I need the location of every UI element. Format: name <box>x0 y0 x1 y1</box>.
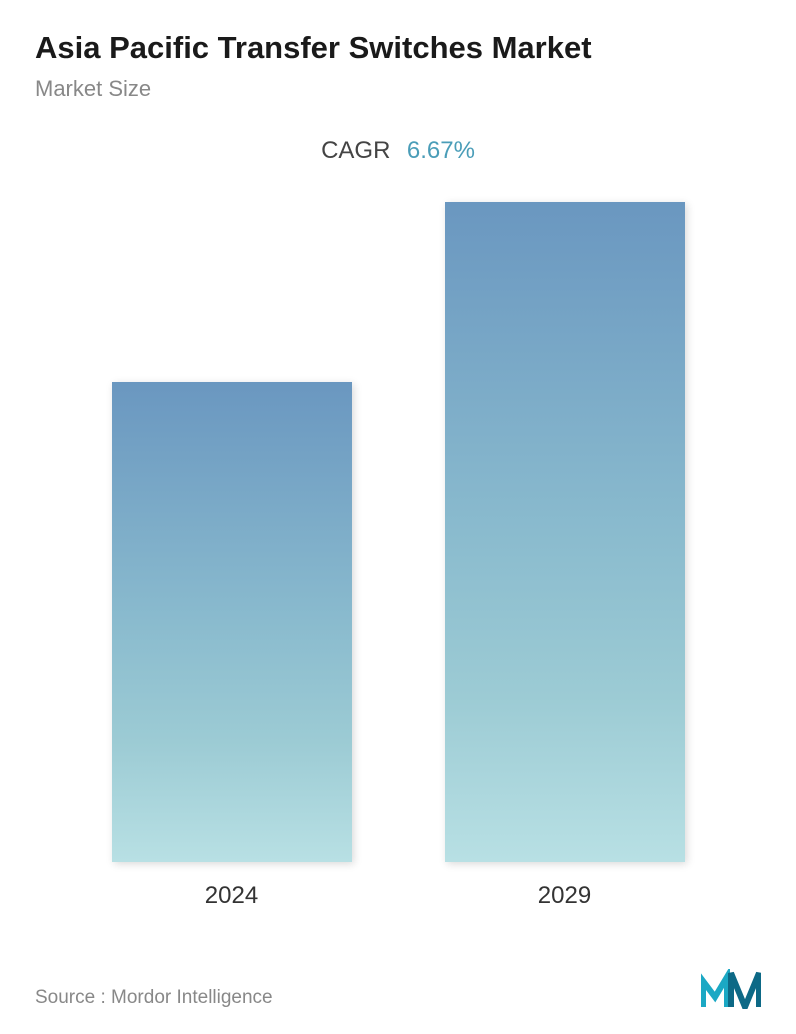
bar-label-1: 2029 <box>538 882 591 910</box>
bar-1 <box>445 202 685 862</box>
footer: Source : Mordor Intelligence <box>35 969 761 1009</box>
bar-group-0: 2024 <box>102 382 362 910</box>
cagr-value: 6.67% <box>407 137 475 164</box>
chart-area: 2024 2029 <box>35 210 761 910</box>
cagr-row: CAGR 6.67% <box>35 137 761 165</box>
bar-group-1: 2029 <box>435 202 695 910</box>
mordor-logo-icon <box>701 969 761 1009</box>
cagr-label: CAGR <box>321 137 390 164</box>
chart-subtitle: Market Size <box>35 76 761 102</box>
chart-title: Asia Pacific Transfer Switches Market <box>35 30 761 66</box>
bar-label-0: 2024 <box>205 882 258 910</box>
bar-0 <box>112 382 352 862</box>
source-text: Source : Mordor Intelligence <box>35 987 273 1009</box>
